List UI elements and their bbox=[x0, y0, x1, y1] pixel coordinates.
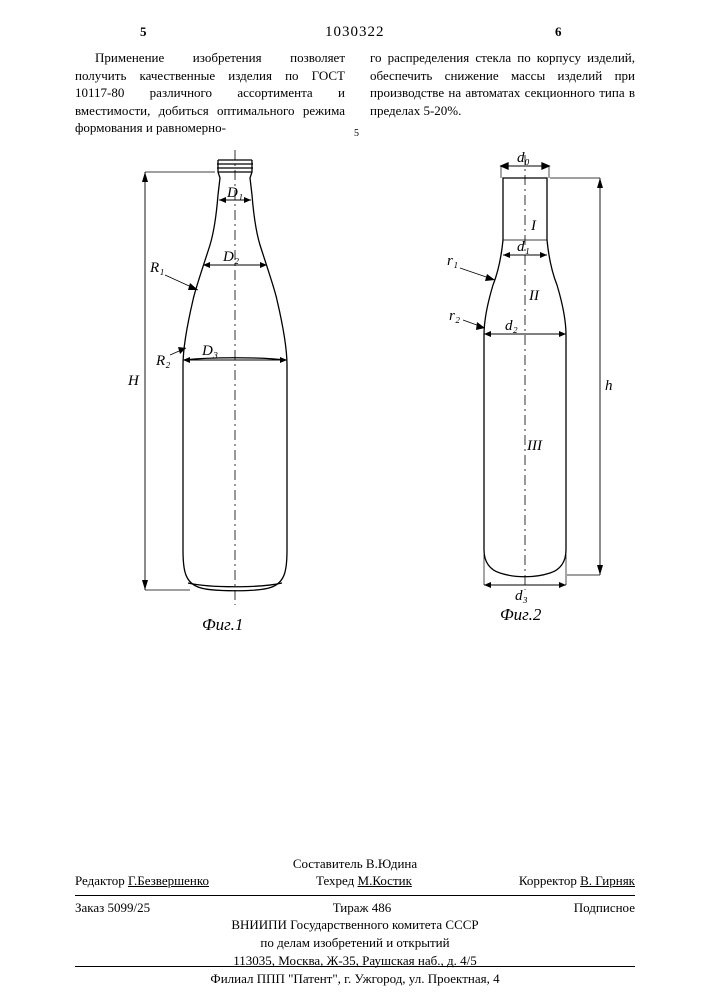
org-line-2: по делам изобретений и открытий bbox=[75, 934, 635, 952]
svg-text:II: II bbox=[528, 288, 540, 304]
line-number-5: 5 bbox=[354, 128, 359, 139]
svg-text:III: III bbox=[526, 438, 543, 454]
figure-1-caption: Фиг.1 bbox=[202, 615, 243, 635]
footer-rule-1 bbox=[75, 895, 635, 896]
corrector: Корректор В. Гирняк bbox=[519, 873, 635, 889]
svg-text:D₂: D₂ bbox=[222, 249, 239, 265]
org-line-1: ВНИИПИ Государственного комитета СССР bbox=[75, 916, 635, 934]
svg-text:d₁: d₁ bbox=[517, 239, 530, 255]
figure-1-bottle: H D₁ D₂ D₃ R₁ R₂ bbox=[90, 150, 340, 630]
svg-text:D₃: D₃ bbox=[201, 343, 218, 359]
svg-text:H: H bbox=[127, 373, 140, 389]
svg-text:R₂: R₂ bbox=[155, 353, 170, 369]
svg-text:h: h bbox=[605, 378, 613, 394]
footer-block-3: Филиал ППП "Патент", г. Ужгород, ул. Про… bbox=[75, 970, 635, 988]
svg-text:d₃: d₃ bbox=[515, 588, 528, 604]
right-column-number: 6 bbox=[555, 24, 562, 40]
techred: Техред М.Костик bbox=[316, 873, 412, 889]
figure-2-parison: d₀ d₁ d₂ d₃ h r₁ r₂ I II III bbox=[405, 150, 625, 630]
left-column-number: 5 bbox=[140, 24, 147, 40]
order-number: Заказ 5099/25 bbox=[75, 900, 150, 916]
address-line: 113035, Москва, Ж-35, Раушская наб., д. … bbox=[75, 952, 635, 970]
svg-text:d₀: d₀ bbox=[517, 150, 530, 166]
tirazh: Тираж 486 bbox=[333, 900, 392, 916]
footer-block: Составитель В.Юдина Редактор Г.Безвершен… bbox=[75, 855, 635, 889]
figure-2-caption: Фиг.2 bbox=[500, 605, 541, 625]
filial-line: Филиал ППП "Патент", г. Ужгород, ул. Про… bbox=[75, 970, 635, 988]
document-number: 1030322 bbox=[325, 24, 385, 41]
svg-text:I: I bbox=[530, 218, 537, 234]
patent-page: 5 1030322 6 Применение изобретения позво… bbox=[0, 0, 707, 1000]
podpisnoe: Подписное bbox=[574, 900, 635, 916]
footer-rule-2 bbox=[75, 966, 635, 967]
footer-block-2: Заказ 5099/25 Тираж 486 Подписное ВНИИПИ… bbox=[75, 900, 635, 971]
editor: Редактор Г.Безвершенко bbox=[75, 873, 209, 889]
svg-text:d₂: d₂ bbox=[505, 318, 518, 334]
credits-row: Редактор Г.Безвершенко Техред М.Костик К… bbox=[75, 873, 635, 889]
svg-text:D₁: D₁ bbox=[226, 185, 243, 201]
svg-text:R₁: R₁ bbox=[149, 260, 164, 276]
svg-text:r₁: r₁ bbox=[447, 253, 458, 269]
compiler-line: Составитель В.Юдина bbox=[75, 855, 635, 873]
paragraph-left: Применение изобретения позволяет получит… bbox=[75, 49, 345, 137]
svg-text:r₂: r₂ bbox=[449, 308, 460, 324]
paragraph-right: го распределения стекла по корпусу издел… bbox=[370, 49, 635, 119]
